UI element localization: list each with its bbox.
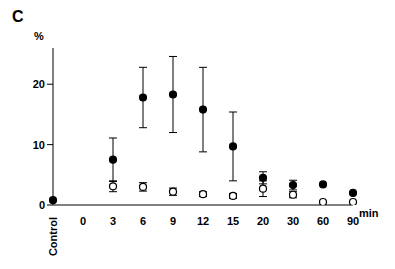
svg-text:20: 20 <box>257 215 269 227</box>
svg-text:0: 0 <box>80 215 86 227</box>
svg-text:90: 90 <box>347 215 359 227</box>
html-text:C: C <box>12 8 24 25</box>
svg-text:Control: Control <box>47 217 59 256</box>
svg-text:3: 3 <box>110 215 116 227</box>
svg-text:6: 6 <box>140 215 146 227</box>
svg-text:15: 15 <box>227 215 239 227</box>
svg-text:10: 10 <box>33 139 45 151</box>
svg-text:60: 60 <box>317 215 329 227</box>
svg-text:9: 9 <box>170 215 176 227</box>
svg-text:0: 0 <box>39 199 45 211</box>
html-text:min: min <box>359 207 379 219</box>
svg-text:12: 12 <box>197 215 209 227</box>
svg-text:30: 30 <box>287 215 299 227</box>
svg-text:20: 20 <box>33 78 45 90</box>
